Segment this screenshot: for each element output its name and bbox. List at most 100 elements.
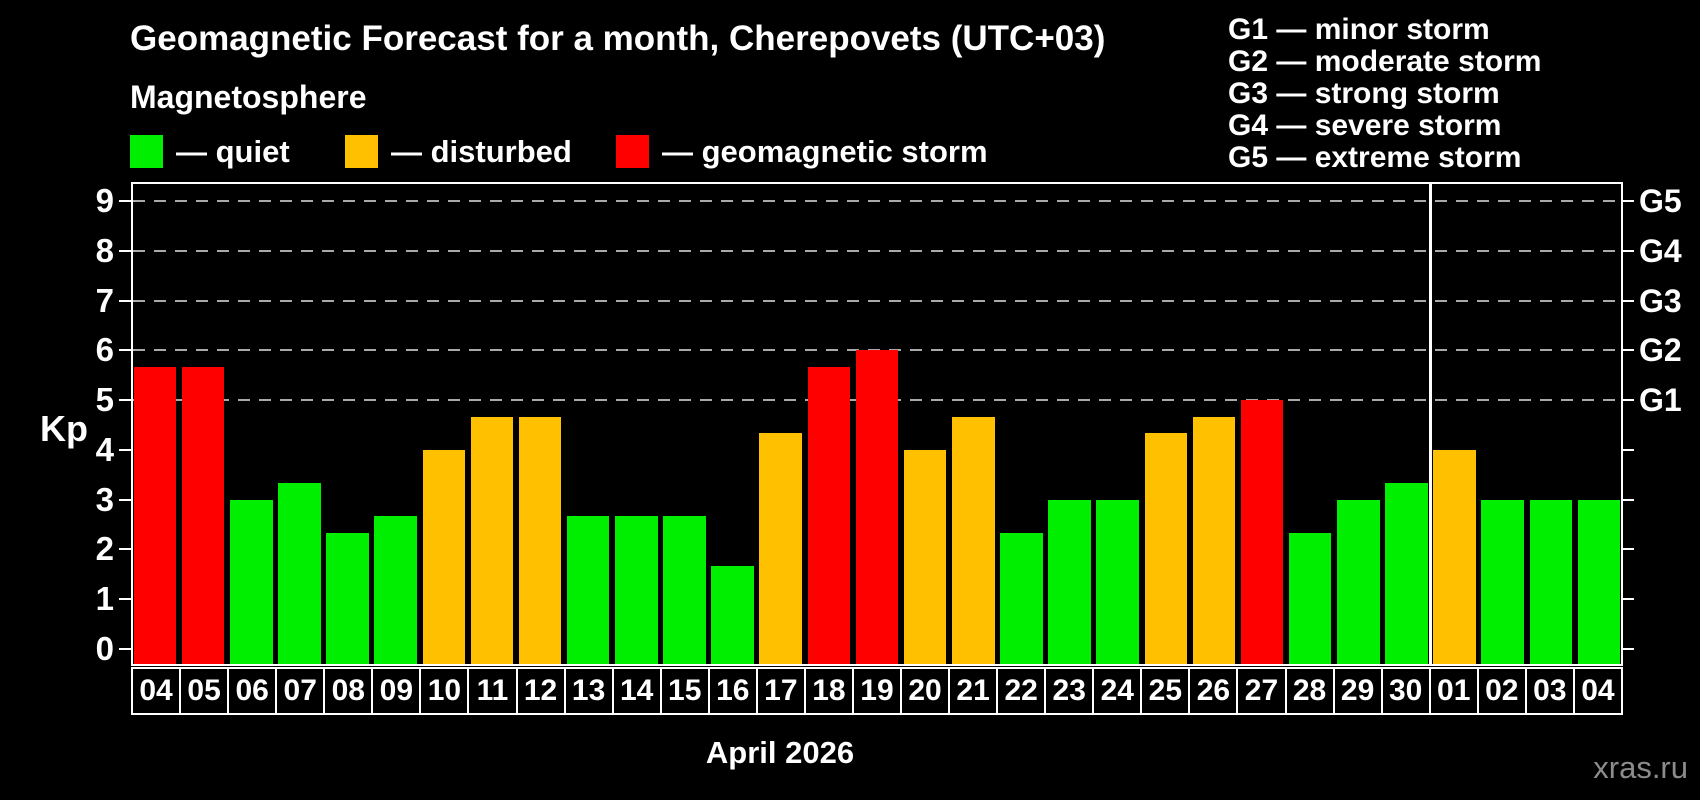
page-title: Geomagnetic Forecast for a month, Cherep… <box>130 19 1106 58</box>
day-label-cell: 14 <box>611 669 660 713</box>
bar <box>1481 499 1524 666</box>
kp-axis-tick <box>119 448 131 451</box>
kp-axis-tick <box>119 648 131 650</box>
kp-axis-tick <box>119 349 131 352</box>
day-label-cell: 23 <box>1044 669 1092 713</box>
day-label-cell: 02 <box>1476 669 1525 713</box>
day-label-cell: 29 <box>1332 669 1381 713</box>
g-axis-label: G3 <box>1639 282 1682 319</box>
day-axis: 04 05 06 07 08 09 10 11 12 13 14 15 16 17 18 19 20 21 22 23… <box>131 667 1623 715</box>
bar <box>422 449 466 666</box>
bar <box>1144 433 1188 666</box>
g-scale-legend-line: G3 — strong storm <box>1228 77 1500 110</box>
kp-axis-title: Kp <box>40 408 88 449</box>
kp-axis-tick-right <box>1622 648 1634 650</box>
gridline-kp8 <box>133 249 1621 252</box>
day-label-cell: 27 <box>1236 669 1284 713</box>
kp-axis-tick-right <box>1622 249 1634 252</box>
bar <box>711 565 754 666</box>
bar <box>326 533 369 666</box>
kp-axis-tick <box>119 598 131 601</box>
g-scale-legend: G1 — minor storm G2 — moderate storm G3 — … <box>1228 14 1558 174</box>
day-label-cell: 11 <box>467 669 515 713</box>
gridline-kp9 <box>133 199 1621 202</box>
bar <box>1096 499 1139 666</box>
day-label-cell: 04 <box>1572 669 1621 713</box>
kp-axis-label: 9 <box>95 181 114 219</box>
day-label-cell: 20 <box>900 669 948 713</box>
kp-axis-tick-right <box>1622 498 1634 501</box>
gridline-kp6 <box>133 349 1621 352</box>
day-label-cell: 09 <box>371 669 419 713</box>
g-scale-legend-line: G4 — severe storm <box>1228 109 1502 142</box>
day-label-cell: 13 <box>563 669 612 713</box>
day-label-cell: 21 <box>948 669 996 713</box>
bar <box>1577 499 1621 666</box>
day-label-cell: 03 <box>1524 669 1573 713</box>
watermark: xras.ru <box>1593 750 1688 785</box>
legend-swatch-disturbed <box>345 135 378 168</box>
bar <box>663 516 706 666</box>
bar <box>951 416 995 666</box>
day-label-cell: 10 <box>419 669 467 713</box>
g-axis-label: G4 <box>1639 232 1682 269</box>
day-label-cell: 12 <box>515 669 564 713</box>
kp-axis-label: 5 <box>95 381 114 419</box>
month-separator <box>1428 182 1432 666</box>
bar <box>1000 533 1043 666</box>
bar <box>374 516 417 666</box>
bar <box>1192 416 1236 666</box>
kp-axis-tick-right <box>1622 399 1634 402</box>
legend-item-storm: — geomagnetic storm <box>616 135 988 168</box>
plot-area <box>131 182 1623 666</box>
day-label-cell: 25 <box>1140 669 1188 713</box>
kp-axis-tick-right <box>1622 448 1634 451</box>
bar <box>566 516 610 666</box>
bar <box>133 366 177 666</box>
bar <box>1240 400 1284 666</box>
legend-item-label: — disturbed <box>391 134 572 169</box>
bar <box>903 449 947 666</box>
g-axis-label: G2 <box>1639 332 1682 369</box>
bar <box>1385 483 1428 666</box>
bar <box>470 416 514 666</box>
kp-axis-label: 3 <box>95 480 114 518</box>
g-axis-label: G1 <box>1639 382 1682 419</box>
day-label-cell: 28 <box>1284 669 1333 713</box>
bar <box>1529 499 1573 666</box>
bar <box>615 516 658 666</box>
kp-axis-label: 2 <box>95 530 114 568</box>
bar <box>1337 499 1380 666</box>
day-label-cell: 30 <box>1380 669 1429 713</box>
bar <box>518 416 562 666</box>
bar <box>181 366 225 666</box>
bar <box>759 433 802 666</box>
bar <box>278 483 321 666</box>
kp-axis-label: 1 <box>95 580 114 618</box>
kp-axis-tick <box>119 299 131 302</box>
kp-axis-label: 8 <box>95 231 114 269</box>
kp-axis-tick <box>119 498 131 501</box>
bar <box>1048 499 1091 666</box>
kp-axis-tick-right <box>1622 199 1634 202</box>
legend-item-label: — quiet <box>176 134 290 169</box>
day-label-cell: 26 <box>1188 669 1236 713</box>
day-label-cell: 18 <box>803 669 852 713</box>
day-label-cell: 01 <box>1428 669 1477 713</box>
day-label-cell: 24 <box>1092 669 1140 713</box>
day-label-cell: 16 <box>707 669 756 713</box>
day-label-cell: 22 <box>996 669 1044 713</box>
legend-item-label: — geomagnetic storm <box>662 134 988 169</box>
day-label-cell: 19 <box>851 669 900 713</box>
legend-swatch-quiet <box>130 135 163 168</box>
day-label-cell: 15 <box>659 669 708 713</box>
kp-axis-tick <box>119 399 131 402</box>
kp-axis-tick <box>119 548 131 551</box>
legend-item-quiet: — quiet <box>130 135 460 168</box>
day-label-cell: 08 <box>323 669 371 713</box>
day-label-cell: 04 <box>139 674 173 707</box>
kp-axis-label: 0 <box>95 630 114 667</box>
kp-axis-tick-right <box>1622 299 1634 302</box>
day-label-cell: 07 <box>275 669 323 713</box>
chart-subtitle: Magnetosphere <box>130 79 367 115</box>
